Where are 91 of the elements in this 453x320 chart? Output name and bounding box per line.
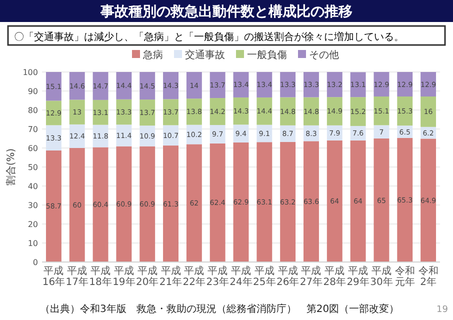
y-tick-label: 90: [28, 87, 38, 96]
x-tick-label: 平成27年: [300, 265, 323, 288]
bar: [420, 138, 436, 262]
bar: [140, 72, 156, 100]
bar: [420, 96, 436, 127]
bar: [326, 72, 342, 98]
bar: [350, 140, 366, 262]
y-tick-label: 30: [28, 201, 38, 210]
text: 19: [436, 305, 448, 315]
bar: [374, 125, 390, 138]
legend-label: 交通事故: [185, 49, 225, 61]
bar: [163, 146, 178, 262]
y-tick-label: 10: [28, 239, 38, 248]
text: （出典）令和3年版 救急・救助の現況（総務省消防庁） 第20図（一部改変）: [40, 303, 400, 315]
bar: [397, 138, 413, 262]
x-tick-label: 平成20年: [136, 265, 159, 288]
y-tick-label: 60: [28, 144, 38, 153]
x-tick-label: 平成16年: [42, 265, 66, 288]
bar: [210, 143, 226, 262]
bar: [163, 99, 178, 126]
x-tick-label: 平成30年: [370, 265, 393, 288]
bar: [397, 72, 413, 97]
bar: [46, 125, 62, 150]
bar: [280, 142, 296, 262]
bar: [350, 72, 366, 98]
bar: [186, 72, 202, 99]
bar: [92, 147, 108, 262]
bar: [374, 138, 390, 262]
bar: [69, 124, 85, 148]
bar: [304, 72, 319, 98]
bar: [116, 72, 132, 100]
x-tick-label: 平成21年: [159, 265, 182, 288]
bar: [116, 146, 132, 262]
bar: [69, 148, 85, 262]
bar: [116, 99, 132, 125]
x-tick-label: 平成22年: [182, 265, 206, 288]
bar: [256, 72, 272, 98]
x-tick-label: 平成28年: [323, 265, 346, 288]
bar: [140, 100, 156, 126]
y-tick-label: 80: [28, 106, 38, 115]
bar: [92, 72, 108, 100]
bar: [304, 141, 319, 262]
bar: [92, 100, 108, 125]
bar: [46, 72, 62, 101]
y-tick-label: 100: [22, 68, 38, 77]
y-tick-label: 70: [28, 125, 38, 134]
bar: [140, 146, 156, 262]
bar: [280, 97, 296, 126]
bar: [163, 72, 178, 100]
x-tick-label: 平成19年: [112, 265, 136, 288]
y-tick-label: 50: [28, 163, 38, 172]
bar: [210, 125, 226, 144]
x-tick-label: 平成26年: [276, 265, 300, 288]
chart-subtitle: 〇「交通事故」は減少し、「急病」と「一般負傷」の搬送割合が徐々に増加している。: [14, 31, 404, 43]
bar: [326, 140, 342, 262]
bar: [420, 72, 436, 97]
bar: [46, 150, 62, 262]
x-tick-label: 平成29年: [346, 265, 370, 288]
bar: [186, 144, 202, 262]
chart-title: 事故種別の救急出動件数と構成比の推移: [100, 4, 352, 20]
bar: [374, 96, 390, 126]
bar: [116, 124, 132, 146]
x-tick-label: 令和2年: [418, 265, 438, 288]
legend-label: 急病: [142, 49, 163, 61]
bar: [210, 72, 226, 98]
bar: [280, 72, 296, 98]
bar: [210, 98, 226, 126]
legend-label: 一般負傷: [247, 49, 287, 61]
bar: [186, 98, 202, 125]
bar: [163, 125, 178, 146]
bar: [350, 97, 366, 126]
x-tick-label: 令和元年: [394, 265, 415, 288]
bar: [256, 97, 272, 125]
y-tick-label: 40: [28, 182, 38, 191]
y-tick-label: 0: [32, 258, 38, 267]
bar: [256, 142, 272, 262]
bar: [326, 97, 342, 126]
bar: [69, 100, 85, 124]
bar: [304, 97, 319, 126]
legend-label: その他: [309, 49, 339, 61]
y-tick-label: 20: [28, 220, 38, 229]
bar: [374, 72, 390, 97]
x-tick-label: 平成23年: [206, 265, 229, 288]
y-axis-title: 割合(%): [5, 148, 17, 186]
bar: [233, 142, 249, 262]
bar: [397, 96, 413, 126]
bar: [69, 72, 85, 100]
x-tick-label: 平成18年: [89, 265, 112, 288]
x-tick-label: 平成24年: [230, 265, 252, 288]
x-tick-label: 平成25年: [253, 265, 276, 288]
x-tick-label: 平成17年: [66, 265, 88, 288]
